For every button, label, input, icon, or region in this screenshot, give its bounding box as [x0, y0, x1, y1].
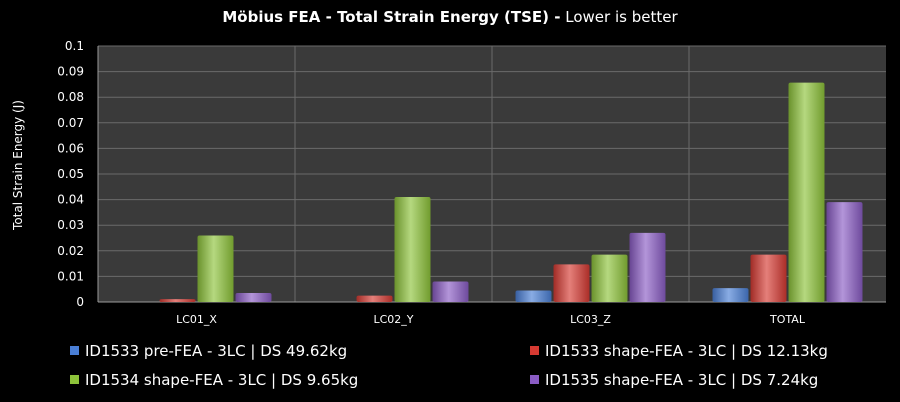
y-tick-label: 0.05 [57, 167, 84, 181]
legend-swatch-4 [530, 375, 539, 384]
x-tick-label: LC02_Y [373, 313, 413, 326]
legend-swatch-3 [70, 375, 79, 384]
legend-label-2: ID1533 shape-FEA - 3LC | DS 12.13kg [545, 342, 828, 360]
y-tick-label: 0.08 [57, 90, 84, 104]
y-tick-label: 0.04 [57, 193, 84, 207]
bar-s1-c4 [712, 288, 749, 302]
y-tick-label: 0.01 [57, 269, 84, 283]
bar-s2-c2 [356, 295, 393, 302]
bar-s2-c3 [553, 264, 590, 302]
bar-s4-c1 [235, 293, 272, 302]
legend-label-1: ID1533 pre-FEA - 3LC | DS 49.62kg [85, 342, 348, 360]
legend-item-2: ID1533 shape-FEA - 3LC | DS 12.13kg [530, 342, 828, 360]
legend-swatch-1 [70, 346, 79, 355]
bar-s2-c4 [750, 254, 787, 302]
y-tick-label: 0.03 [57, 218, 84, 232]
bar-s3-c4 [788, 82, 825, 302]
chart-title-rest: Lower is better [560, 8, 678, 26]
x-tick-label: LC01_X [176, 313, 217, 326]
bar-s4-c2 [432, 281, 469, 302]
bar-s4-c3 [629, 232, 666, 302]
x-tick-label: TOTAL [769, 313, 806, 326]
legend-swatch-2 [530, 346, 539, 355]
legend-item-4: ID1535 shape-FEA - 3LC | DS 7.24kg [530, 371, 818, 389]
y-tick-label: 0.06 [57, 141, 84, 155]
bar-s3-c2 [394, 197, 431, 302]
y-tick-label: 0 [76, 295, 84, 309]
bar-s2-c1 [159, 299, 196, 302]
legend-label-4: ID1535 shape-FEA - 3LC | DS 7.24kg [545, 371, 819, 389]
chart-title: Möbius FEA - Total Strain Energy (TSE) -… [0, 8, 900, 26]
y-tick-label: 0.1 [65, 39, 84, 53]
bar-s3-c3 [591, 254, 628, 302]
y-tick-label: 0.09 [57, 65, 84, 79]
bar-s3-c1 [197, 235, 234, 302]
y-tick-label: 0.07 [57, 116, 84, 130]
legend-label-3: ID1534 shape-FEA - 3LC | DS 9.65kg [85, 371, 359, 389]
bar-s4-c4 [826, 202, 863, 302]
x-tick-label: LC03_Z [570, 313, 611, 326]
bar-s1-c3 [515, 290, 552, 302]
y-tick-label: 0.02 [57, 244, 84, 258]
legend-item-1: ID1533 pre-FEA - 3LC | DS 49.62kg [70, 342, 347, 360]
chart-title-bold: Möbius FEA - Total Strain Energy (TSE) - [222, 8, 561, 26]
legend-item-3: ID1534 shape-FEA - 3LC | DS 9.65kg [70, 371, 358, 389]
